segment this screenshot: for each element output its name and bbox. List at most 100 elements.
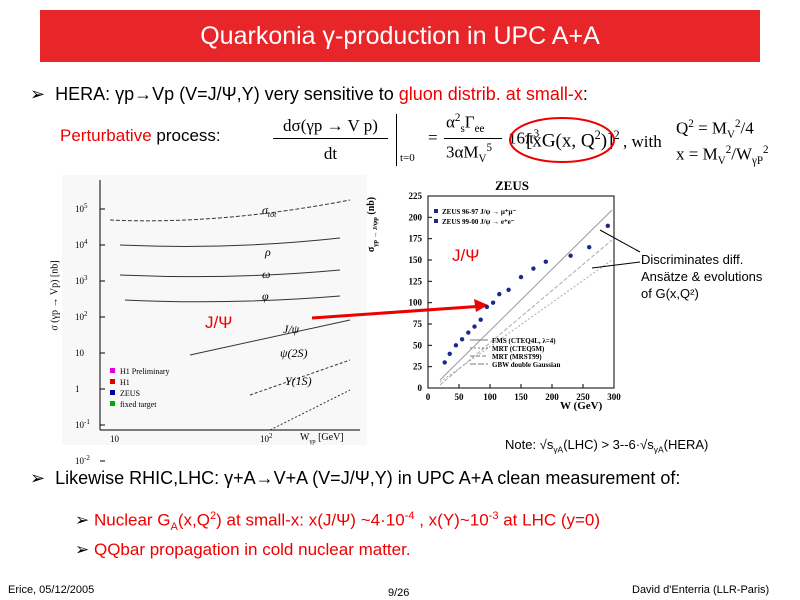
t: -3 <box>488 510 499 522</box>
note: Note: √sγA(LHC) > 3--6·√sγA(HERA) <box>505 437 708 455</box>
curve-label: ω <box>262 267 270 281</box>
label: ρ <box>264 245 271 259</box>
discriminates: Discriminates diff. Ansätze & evolutions o… <box>641 251 762 302</box>
y-tick-label: 10-1 <box>75 418 90 430</box>
x: x = MV2/WγP2 <box>676 144 769 167</box>
label: φ <box>262 289 269 303</box>
t: 2 <box>735 118 741 130</box>
base: 10 <box>75 456 85 466</box>
data-point <box>453 343 459 348</box>
t: 2 <box>763 144 769 156</box>
x-tick-label: 100 <box>483 392 497 402</box>
data-point <box>518 274 524 280</box>
pi: 16π3 <box>508 128 539 149</box>
xg: [xG(x, Q2)]2 <box>526 128 620 152</box>
legend-entry: H1 <box>120 378 130 387</box>
exp: -2 <box>84 454 90 462</box>
coef-num: α2sΓee <box>446 112 484 135</box>
t: γp <box>309 438 316 445</box>
y-tick-label: 50 <box>413 340 423 350</box>
label: ω <box>262 267 270 281</box>
y-tick-label: 100 <box>409 298 423 308</box>
process: Perturbative process: <box>60 126 221 146</box>
y-tick-label: 1 <box>75 384 80 394</box>
t: of G(x,Q²) <box>641 286 699 301</box>
t: γA <box>653 444 664 455</box>
curve-label: Υ(1S) <box>285 374 312 388</box>
t: α <box>446 112 455 132</box>
t: (LHC) > 3--6·√s <box>563 437 654 452</box>
t: A <box>170 521 178 534</box>
curve <box>119 237 341 247</box>
t: 2 <box>688 118 694 130</box>
legend-marker <box>110 390 115 395</box>
legend-entry: fixed target <box>120 400 157 409</box>
base: 10 <box>75 204 85 214</box>
t: 5 <box>486 142 493 154</box>
q2: Q2 = MV2/4 <box>676 118 754 141</box>
t: Q <box>676 118 689 138</box>
y-tick-label: 175 <box>409 234 423 244</box>
t: s <box>460 123 465 136</box>
y-tick-label: 102 <box>75 310 88 322</box>
base: 1 <box>75 384 80 394</box>
t: )] <box>600 130 614 152</box>
model-curve <box>439 259 613 383</box>
t: Note: √s <box>505 437 554 452</box>
t: γP <box>752 155 764 168</box>
data-point <box>605 223 610 229</box>
curve-label: φ <box>262 289 269 303</box>
model-curve <box>439 239 613 386</box>
t: 2 <box>725 144 732 156</box>
data-point <box>531 266 536 271</box>
y-tick-label: 0 <box>418 383 423 393</box>
data-point <box>447 351 452 357</box>
label: Υ(1S) <box>285 374 312 388</box>
data-point <box>568 253 573 258</box>
exp: 2 <box>84 310 88 318</box>
left-ylabel: σ (γp → Vp) [nb] <box>49 260 61 331</box>
x-tick-label: 0 <box>426 392 431 402</box>
data-point <box>497 291 502 297</box>
jpsi-label: J/Ψ <box>452 246 480 265</box>
legend-entry: MRT (CTEQ5M) <box>492 345 545 353</box>
y-tick-label: 25 <box>413 362 423 372</box>
t: /W <box>731 144 752 164</box>
legend-marker <box>110 368 115 373</box>
t: 3αM <box>446 142 479 162</box>
sub: tot <box>268 210 277 219</box>
t: 2 <box>454 112 461 124</box>
t: -4 <box>404 510 415 522</box>
footer-right: David d'Enterria (LLR-Paris) <box>632 584 770 596</box>
label: ψ(2S) <box>280 346 307 360</box>
zeus-title: ZEUS <box>495 178 529 193</box>
jpsi-label: J/Ψ <box>205 313 233 332</box>
legend-marker <box>434 209 438 213</box>
legend-marker <box>434 219 438 223</box>
pointer <box>591 261 641 269</box>
t: Ansätze & evolutions <box>641 269 763 284</box>
t: Discriminates diff. <box>641 252 744 267</box>
highlight-circle <box>509 117 615 163</box>
base: 10 <box>75 240 85 250</box>
t: γA <box>553 444 564 455</box>
y-tick-label: 200 <box>409 212 423 222</box>
t: QQbar propagation in cold nuclear matter… <box>93 540 411 559</box>
text: gluon distrib. at small-x <box>398 84 583 104</box>
zeus-ylabel: σγp → J/ψp (nb) <box>366 197 379 252</box>
y-tick-label: 10 <box>75 348 85 358</box>
arrow-head <box>474 299 488 312</box>
t: σ <box>366 246 378 253</box>
exp: 3 <box>84 274 88 282</box>
model-curve <box>439 209 613 381</box>
legend-entry: H1 Preliminary <box>120 367 170 376</box>
t: 2 <box>613 128 620 142</box>
base: 10 <box>75 348 85 358</box>
t: , x(Υ)~10 <box>414 510 489 530</box>
legend-entry: ZEUS <box>120 389 140 398</box>
legend-marker <box>110 379 115 384</box>
exp: 2 <box>269 432 273 440</box>
t: 16π <box>508 128 534 148</box>
eq: = <box>428 128 438 147</box>
legend-entry: FMS (CTEQ4L, λ=4) <box>492 337 556 345</box>
